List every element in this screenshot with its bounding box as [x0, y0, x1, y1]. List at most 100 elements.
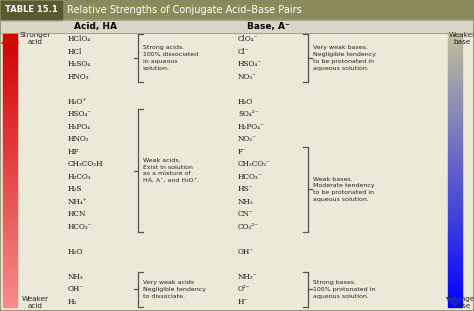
- Bar: [3, 153, 17, 157]
- Bar: [448, 153, 462, 157]
- Text: TABLE 15.1: TABLE 15.1: [5, 6, 57, 15]
- Bar: [3, 263, 17, 266]
- Bar: [3, 99, 17, 102]
- Text: HSO₄⁻: HSO₄⁻: [68, 110, 92, 118]
- Text: Weak bases.
Moderate tendency
to be protonated in
aqueous solution.: Weak bases. Moderate tendency to be prot…: [313, 177, 374, 202]
- Bar: [448, 119, 462, 123]
- Text: Weaker
acid: Weaker acid: [21, 296, 48, 309]
- Bar: [448, 225, 462, 229]
- Bar: [3, 143, 17, 146]
- Text: HSO₄⁻: HSO₄⁻: [238, 60, 262, 68]
- Bar: [3, 222, 17, 225]
- Bar: [3, 229, 17, 232]
- Bar: [0, 0, 62, 20]
- Bar: [448, 198, 462, 201]
- Text: HS⁻: HS⁻: [238, 185, 254, 193]
- Bar: [3, 40, 17, 44]
- Bar: [448, 88, 462, 92]
- Bar: [0, 0, 474, 20]
- Bar: [448, 71, 462, 75]
- Bar: [3, 201, 17, 205]
- Bar: [448, 239, 462, 242]
- Bar: [3, 194, 17, 198]
- Bar: [448, 201, 462, 205]
- Bar: [3, 276, 17, 280]
- Bar: [3, 51, 17, 54]
- Bar: [448, 283, 462, 287]
- Bar: [448, 273, 462, 276]
- Bar: [3, 58, 17, 61]
- Bar: [3, 249, 17, 253]
- Text: Very weak bases.
Negligible tendency
to be protonated in
aqueous solution.: Very weak bases. Negligible tendency to …: [313, 45, 376, 71]
- Bar: [448, 61, 462, 64]
- Bar: [448, 304, 462, 307]
- Bar: [448, 242, 462, 246]
- Bar: [448, 85, 462, 88]
- Bar: [448, 140, 462, 143]
- Bar: [3, 78, 17, 81]
- Bar: [3, 37, 17, 40]
- Bar: [448, 181, 462, 184]
- Bar: [448, 249, 462, 253]
- Bar: [448, 123, 462, 126]
- Bar: [3, 205, 17, 208]
- Text: HCl: HCl: [68, 48, 82, 56]
- Bar: [3, 235, 17, 239]
- Text: HClO₄: HClO₄: [68, 35, 91, 43]
- Text: NH₄⁺: NH₄⁺: [68, 198, 88, 206]
- Text: H₂O: H₂O: [238, 98, 253, 106]
- Bar: [448, 64, 462, 68]
- Bar: [3, 71, 17, 75]
- Bar: [448, 129, 462, 133]
- FancyArrow shape: [0, 34, 19, 297]
- Bar: [3, 157, 17, 160]
- Text: H₂PO₄⁻: H₂PO₄⁻: [238, 123, 265, 131]
- Bar: [448, 78, 462, 81]
- Bar: [448, 34, 462, 37]
- Text: H₃O⁺: H₃O⁺: [68, 98, 87, 106]
- Bar: [448, 263, 462, 266]
- Text: HF: HF: [68, 148, 80, 156]
- Bar: [3, 170, 17, 174]
- Text: HCN: HCN: [68, 210, 86, 218]
- Bar: [448, 102, 462, 105]
- Text: HCO₃⁻: HCO₃⁻: [68, 223, 92, 231]
- Bar: [0, 20, 474, 33]
- Bar: [3, 164, 17, 167]
- Bar: [448, 184, 462, 188]
- Bar: [448, 95, 462, 99]
- Bar: [3, 239, 17, 242]
- Text: H₂O: H₂O: [68, 248, 83, 256]
- Bar: [448, 157, 462, 160]
- Bar: [448, 116, 462, 119]
- Text: Acid, HA: Acid, HA: [74, 22, 118, 31]
- Bar: [3, 136, 17, 140]
- Bar: [3, 253, 17, 256]
- Text: CN⁻: CN⁻: [238, 210, 254, 218]
- Bar: [3, 105, 17, 109]
- Bar: [448, 259, 462, 263]
- Bar: [448, 167, 462, 170]
- Bar: [3, 208, 17, 211]
- Bar: [448, 256, 462, 259]
- Bar: [448, 294, 462, 297]
- Text: SO₄²⁻: SO₄²⁻: [238, 110, 258, 118]
- Bar: [3, 218, 17, 222]
- Bar: [448, 37, 462, 40]
- Text: NO₂⁻: NO₂⁻: [238, 135, 257, 143]
- Bar: [448, 68, 462, 71]
- Bar: [3, 112, 17, 116]
- Bar: [448, 270, 462, 273]
- Bar: [3, 88, 17, 92]
- Bar: [3, 287, 17, 290]
- Bar: [3, 177, 17, 181]
- Text: NO₃⁻: NO₃⁻: [238, 73, 257, 81]
- Bar: [3, 123, 17, 126]
- Bar: [3, 150, 17, 153]
- Text: Stronger
base: Stronger base: [447, 296, 474, 309]
- Bar: [3, 300, 17, 304]
- Text: CH₃CO₂H: CH₃CO₂H: [68, 160, 104, 168]
- Bar: [448, 222, 462, 225]
- Text: O²⁻: O²⁻: [238, 285, 251, 293]
- Bar: [3, 188, 17, 191]
